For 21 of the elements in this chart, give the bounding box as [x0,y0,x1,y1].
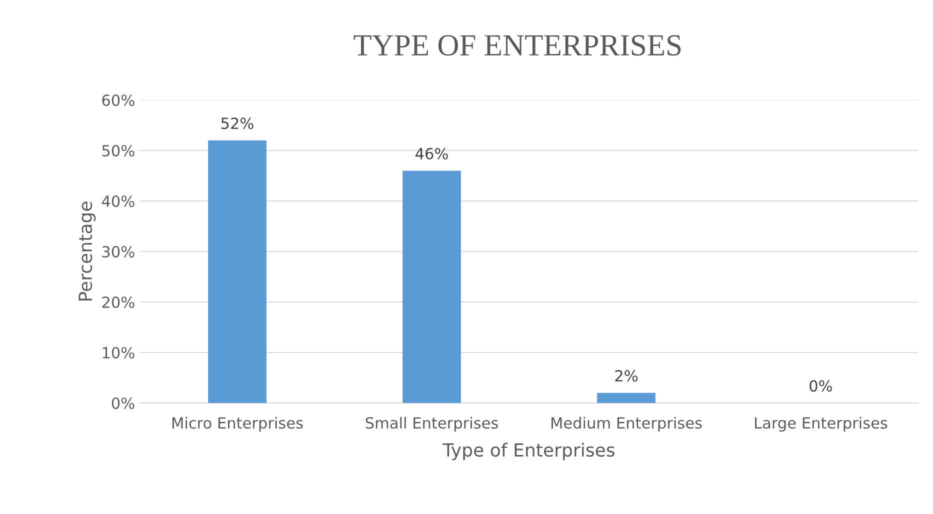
chart-title: TYPE OF ENTERPRISES [354,35,681,56]
y-tick-label: 20% [102,296,134,308]
x-tick-label: Micro Enterprises [172,416,303,432]
y-axis-title: Percentage [78,202,96,301]
bar [597,392,656,403]
data-label: 2% [615,370,638,382]
y-tick-label: 60% [102,94,134,106]
y-tick-label: 40% [102,195,134,208]
x-tick-label: Small Enterprises [366,416,498,432]
data-label: 46% [416,148,448,160]
bar [208,140,266,403]
x-axis-title: Type of Enterprises [442,442,614,460]
y-tick-label: 30% [102,246,134,258]
x-tick-label: Medium Enterprises [552,416,702,432]
bar [402,170,461,403]
data-label: 52% [221,118,254,130]
x-tick-label: Large Enterprises [755,416,888,432]
y-tick-label: 10% [102,346,134,359]
y-tick-label: 50% [102,144,134,157]
y-tick-label: 0% [112,397,134,410]
data-label: 0% [810,380,832,392]
